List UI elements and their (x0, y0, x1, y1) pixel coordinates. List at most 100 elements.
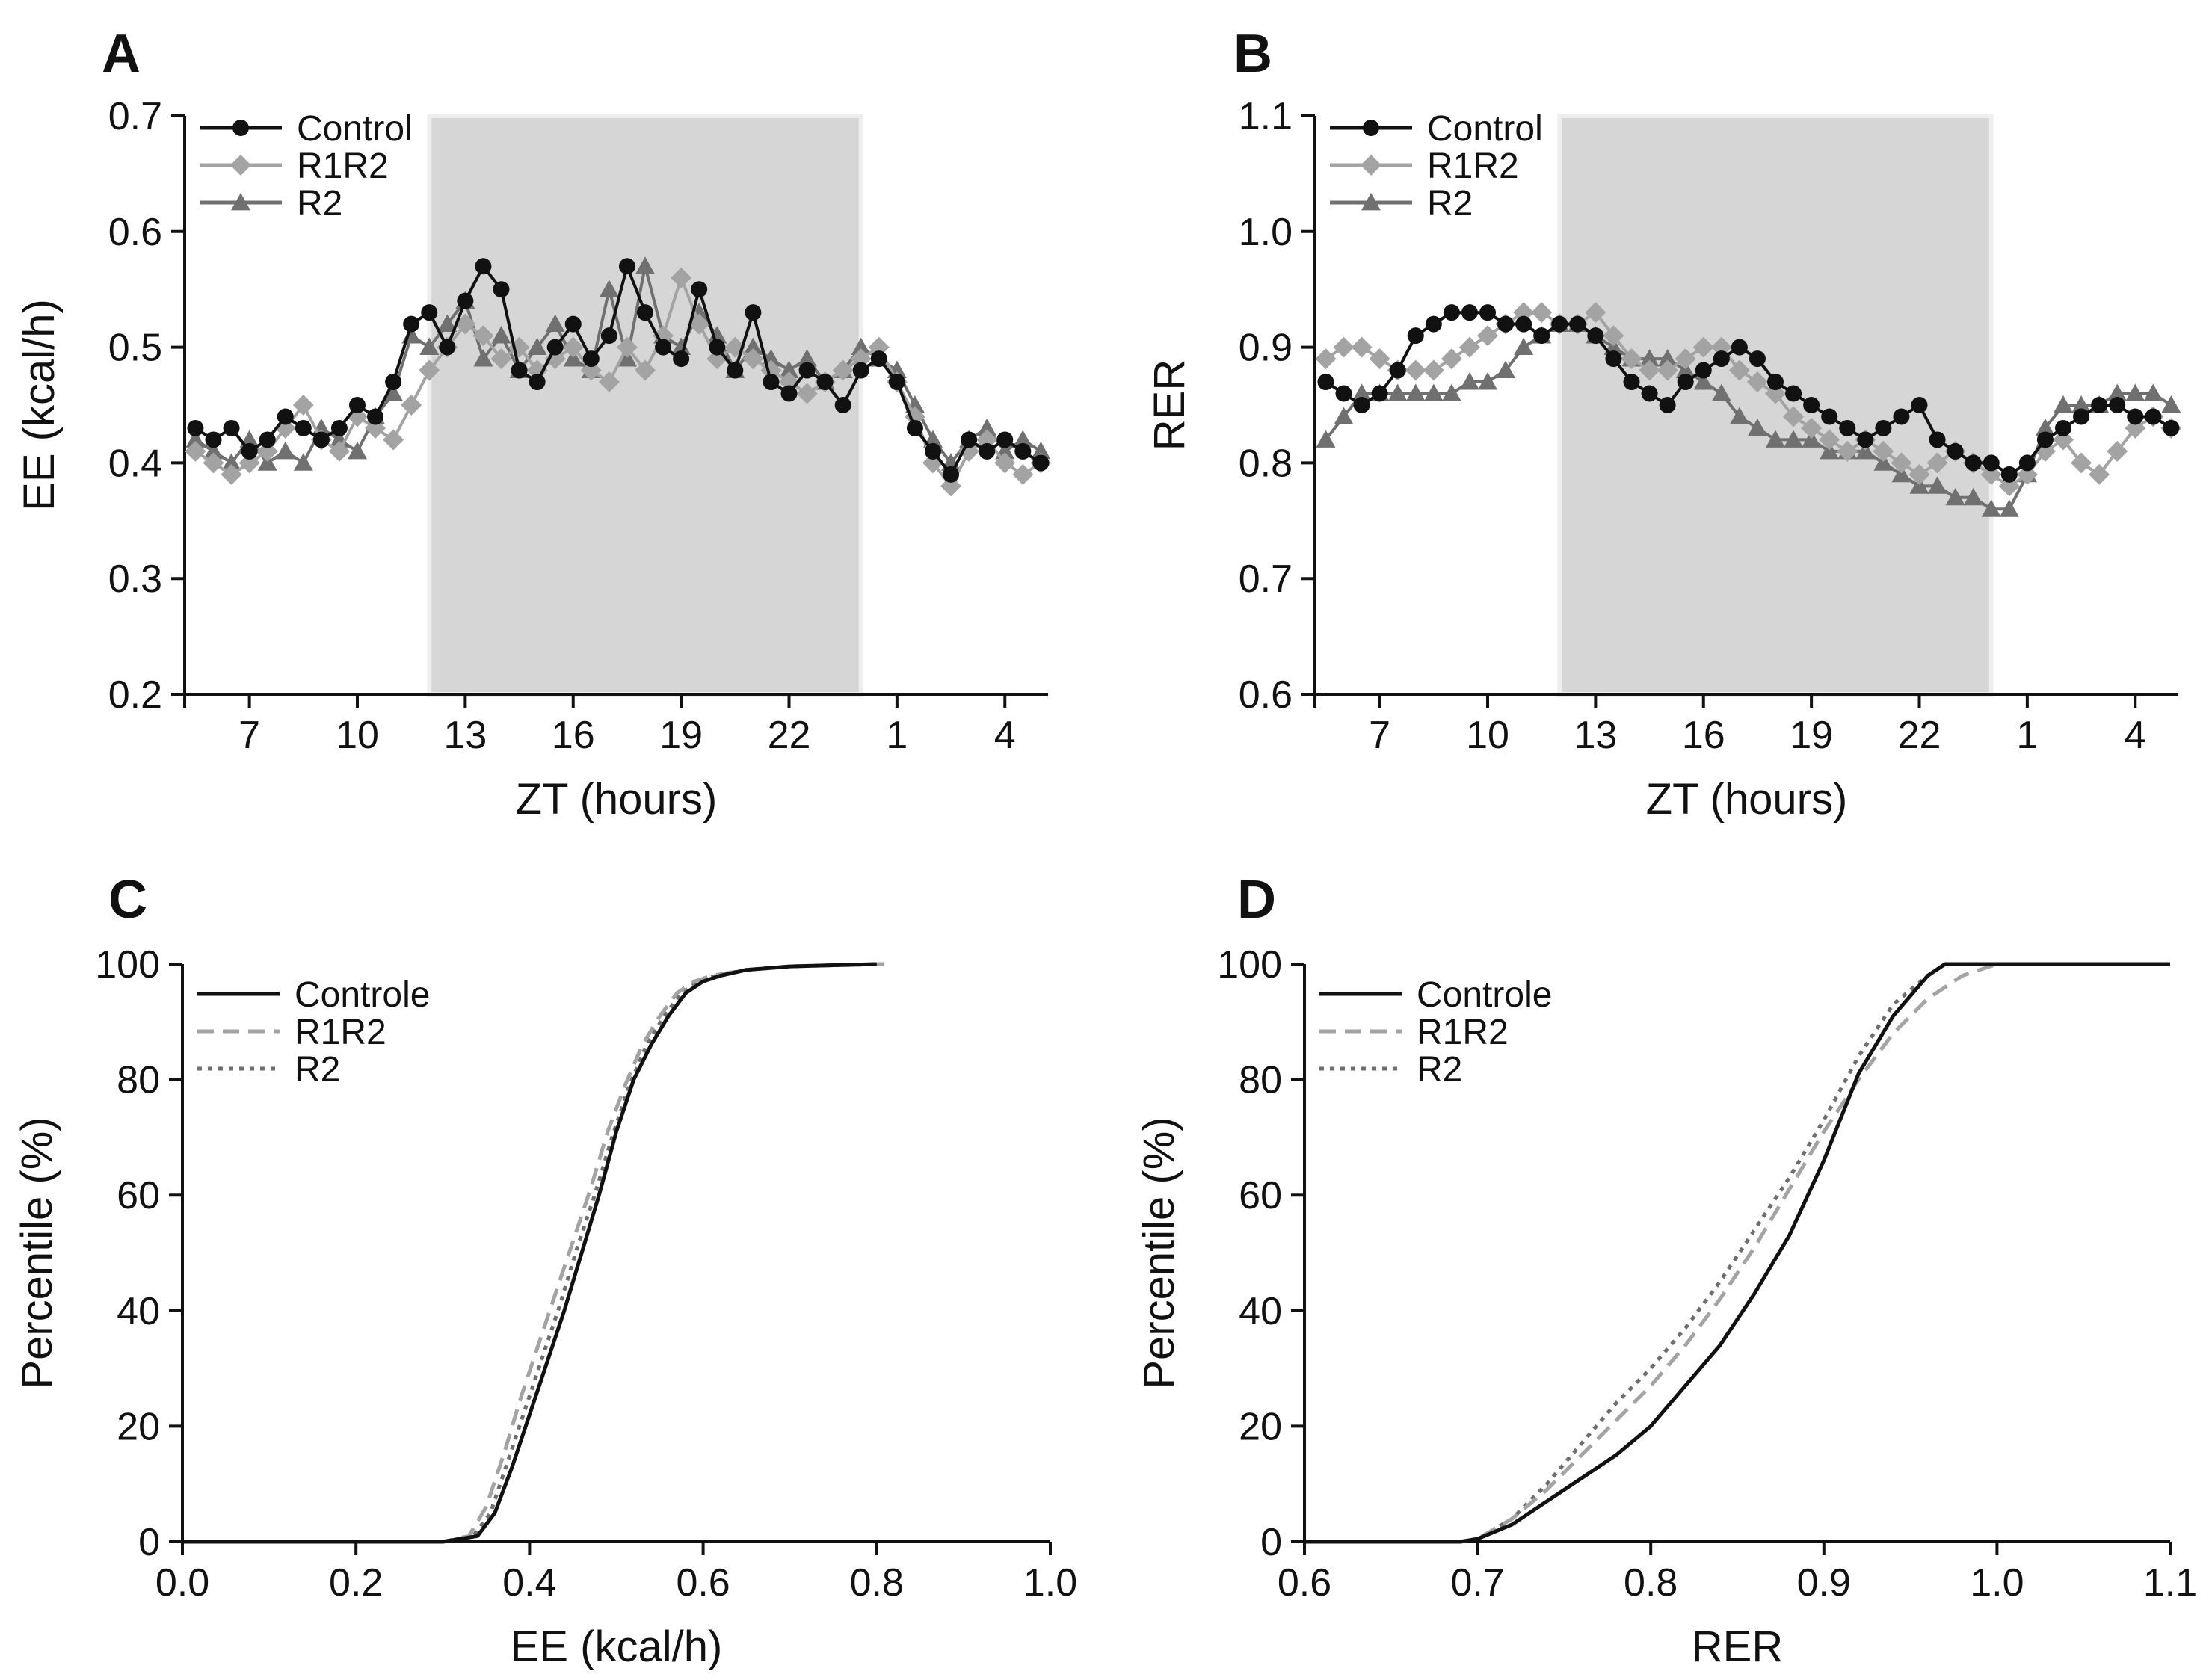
series-line (1304, 962, 2170, 1544)
data-point (383, 429, 404, 451)
y-tick-label: 100 (1217, 943, 1282, 986)
series-R2 (182, 962, 886, 1544)
data-point (330, 419, 348, 436)
data-point (2073, 408, 2090, 425)
legend-label: R1R2 (1427, 146, 1519, 186)
data-point (1802, 430, 1822, 448)
data-point (691, 281, 708, 298)
data-point (205, 431, 222, 448)
y-axis-title: Percentile (%) (13, 1117, 61, 1389)
data-point (1335, 385, 1352, 402)
x-tick-label: 0.2 (329, 1561, 383, 1605)
panel-C: C 0 20 40 60 80 100 0.0 0.2 0.4 0.6 0.8 1.0 EE (kcal/… (13, 870, 1077, 1671)
data-point (257, 453, 277, 471)
data-point (275, 441, 295, 460)
data-point (1351, 336, 1373, 358)
data-point (994, 452, 1016, 474)
data-point (1728, 359, 1750, 381)
data-point (2055, 419, 2071, 436)
data-point (2163, 419, 2180, 436)
data-point (616, 336, 638, 358)
data-point (635, 256, 655, 274)
data-point (1908, 463, 1930, 485)
data-point (1551, 315, 1568, 333)
data-point (1441, 383, 1461, 401)
data-point (779, 360, 799, 378)
data-point (1981, 499, 2001, 517)
data-point (259, 431, 276, 448)
data-point (1855, 441, 1876, 460)
data-point (231, 193, 250, 211)
data-point (1713, 350, 1730, 368)
y-tick-label: 1.1 (1239, 95, 1293, 138)
data-point (745, 304, 762, 321)
legend-label: R2 (295, 1050, 340, 1090)
y-tick-label: 100 (95, 943, 160, 986)
data-point (385, 374, 402, 391)
series-R1R2 (1304, 962, 2170, 1544)
data-point (834, 397, 851, 413)
y-tick-label: 80 (1239, 1059, 1282, 1102)
x-tick-label: 0.7 (1450, 1561, 1504, 1605)
legend-label: Controle (1417, 975, 1552, 1015)
data-point (185, 440, 206, 462)
data-point (221, 453, 241, 471)
y-tick-label: 0.8 (1239, 442, 1293, 485)
x-tick-label: 4 (994, 714, 1016, 757)
data-point (1839, 419, 1856, 436)
data-point (1387, 383, 1408, 401)
legend-label: R2 (297, 184, 342, 223)
data-point (187, 419, 204, 436)
data-point (1496, 360, 1516, 378)
data-point (1747, 418, 1767, 436)
data-point (2018, 454, 2036, 472)
data-point (2071, 452, 2092, 474)
data-point (727, 362, 744, 379)
x-tick-label: 4 (2125, 714, 2146, 757)
data-point (1963, 487, 1983, 506)
x-axis-title: ZT (hours) (1646, 775, 1848, 824)
data-point (1873, 453, 1894, 471)
data-point (1478, 372, 1497, 390)
data-point (1945, 487, 1965, 506)
y-tick-label: 0.2 (108, 673, 162, 717)
data-point (328, 440, 350, 462)
data-point (1623, 374, 1640, 391)
data-point (473, 349, 493, 367)
data-point (1531, 302, 1553, 324)
legend-label: R2 (1417, 1050, 1462, 1090)
data-point (1657, 349, 1678, 367)
y-tick-label: 40 (1239, 1290, 1282, 1333)
data-point (1334, 407, 1354, 424)
data-point (1911, 397, 1928, 413)
data-point (1893, 408, 1910, 425)
panel-letter: A (102, 24, 141, 84)
data-point (1731, 339, 1748, 356)
y-tick-label: 0.6 (108, 211, 162, 254)
data-point (582, 350, 600, 368)
data-point (563, 349, 583, 367)
data-point (1965, 454, 1982, 472)
data-point (562, 336, 584, 358)
data-point (241, 442, 258, 460)
data-point (475, 258, 492, 275)
data-point (2127, 408, 2144, 425)
data-point (2036, 431, 2054, 448)
data-point (1459, 372, 1479, 390)
data-point (598, 371, 620, 393)
y-tick-label: 0.7 (108, 95, 162, 138)
y-tick-label: 60 (1239, 1174, 1282, 1217)
data-point (277, 408, 294, 425)
x-tick-label: 10 (1466, 714, 1509, 757)
panel-letter: B (1233, 24, 1272, 84)
data-point (1352, 383, 1372, 401)
data-point (1909, 476, 1929, 494)
data-point (1641, 385, 1658, 402)
x-tick-label: 22 (768, 714, 811, 757)
data-point (1746, 371, 1768, 393)
data-point (943, 466, 960, 483)
data-point (1316, 430, 1336, 448)
data-point (707, 326, 727, 344)
